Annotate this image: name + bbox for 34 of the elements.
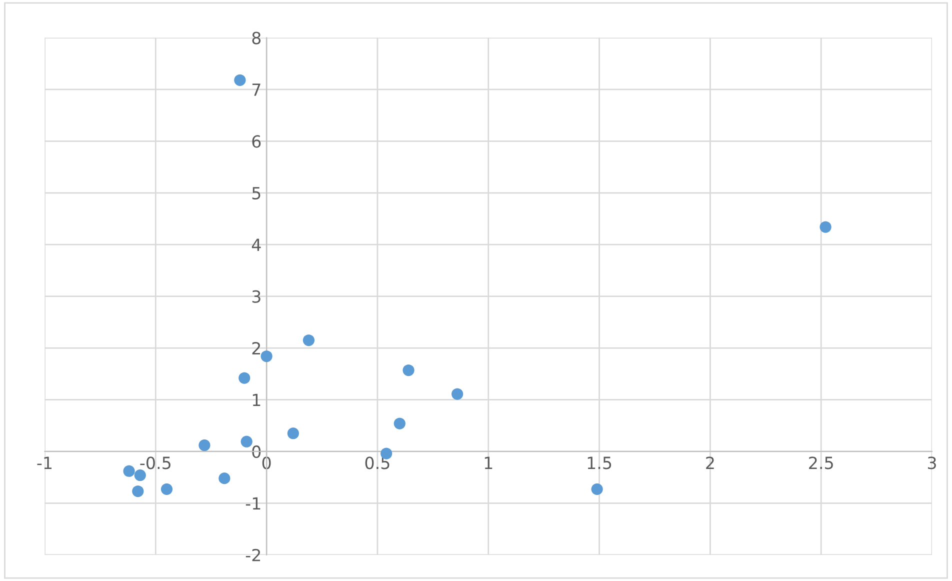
y-tick-label: -1 [246,497,260,510]
point [238,372,250,384]
y-tick-label: 2 [252,342,260,354]
point [134,469,146,482]
point [452,388,464,400]
x-tick-label: 2.5 [809,456,833,470]
y-tick-label: -2 [246,548,260,562]
point [218,472,230,484]
point [240,436,252,448]
x-tick-label: 2 [706,456,714,469]
point [591,483,603,495]
point [402,364,414,376]
x-tick-label: -0.5 [140,456,170,470]
point [287,428,299,440]
y-tick-label: 5 [252,187,260,200]
y-tick-label: 6 [252,135,261,148]
point [302,334,315,346]
y-tick-label: 7 [252,84,260,96]
point [198,439,210,452]
y-tick-label: 3 [252,290,260,303]
point [394,418,406,430]
point [160,483,173,495]
point [132,485,144,498]
point [123,465,135,477]
y-tick-label: 4 [252,238,261,251]
y-tick-label: 8 [252,32,261,44]
point [260,350,272,362]
x-tick-label: -1 [37,456,52,469]
point [820,221,832,233]
y-tick-label: 1 [252,394,260,406]
x-tick-label: 3 [928,456,936,470]
point [234,74,246,86]
x-tick-label: 1.5 [588,456,612,470]
x-tick-label: 1 [484,456,492,469]
